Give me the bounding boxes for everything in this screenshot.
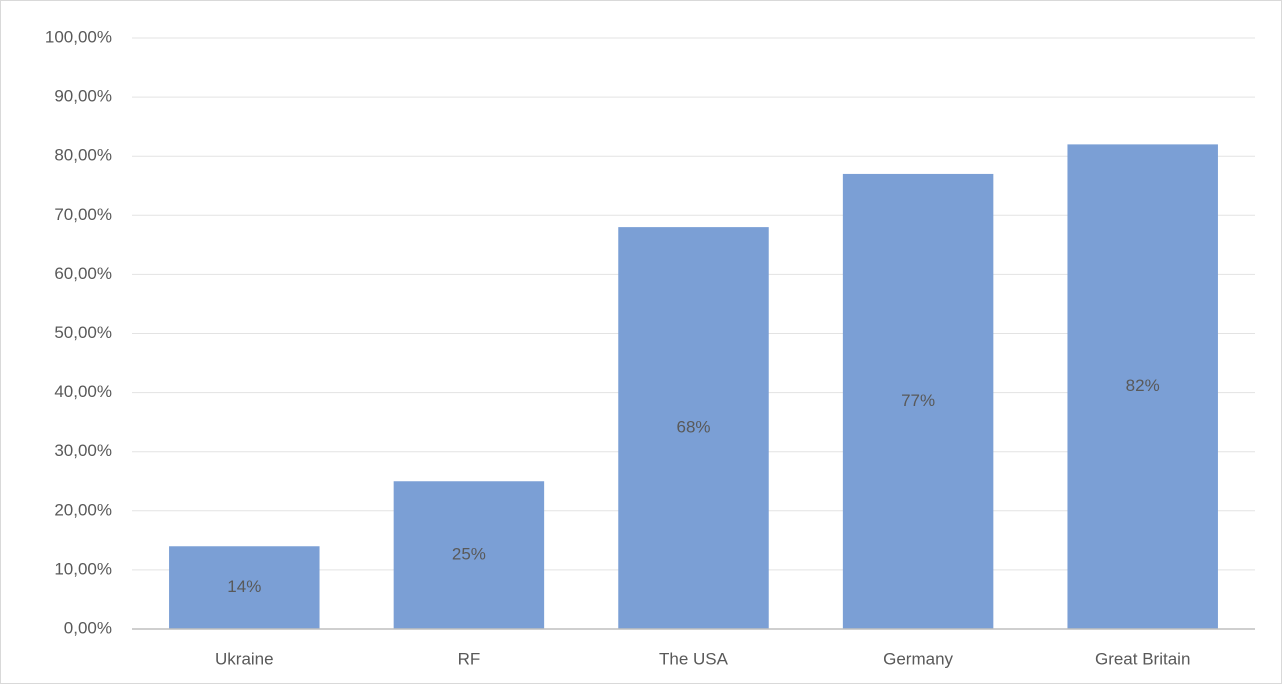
x-tick-label: Ukraine [215, 649, 274, 668]
y-tick-label: 10,00% [54, 559, 112, 578]
y-tick-label: 100,00% [45, 27, 112, 46]
data-label: 25% [452, 545, 486, 564]
bar [393, 481, 545, 629]
y-tick-label: 80,00% [54, 146, 112, 165]
y-tick-label: 0,00% [64, 618, 112, 637]
x-tick-label: Great Britain [1095, 649, 1190, 668]
y-tick-label: 50,00% [54, 323, 112, 342]
y-tick-label: 70,00% [54, 205, 112, 224]
x-tick-label: RF [458, 649, 481, 668]
y-tick-label: 60,00% [54, 264, 112, 283]
y-tick-label: 90,00% [54, 87, 112, 106]
x-tick-label: Germany [883, 649, 953, 668]
data-label: 77% [901, 391, 935, 410]
bar [169, 546, 320, 629]
bar [842, 173, 994, 629]
y-tick-label: 30,00% [54, 441, 112, 460]
x-tick-label: The USA [659, 649, 729, 668]
bar [1067, 144, 1218, 629]
bar [618, 227, 769, 629]
data-label: 68% [676, 418, 710, 437]
data-label: 82% [1126, 376, 1160, 395]
y-tick-label: 20,00% [54, 500, 112, 519]
data-label: 14% [227, 577, 261, 596]
y-tick-label: 40,00% [54, 382, 112, 401]
